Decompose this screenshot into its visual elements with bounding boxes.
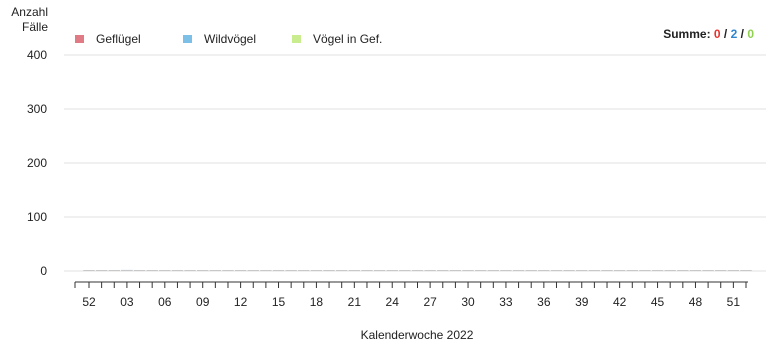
x-tick-label: 12 <box>234 295 248 309</box>
x-tick-label: 36 <box>537 295 551 309</box>
x-tick-label: 52 <box>82 295 96 309</box>
legend-item[interactable]: Wildvögel <box>183 32 256 46</box>
y-axis-title-line: Anzahl <box>11 5 48 19</box>
summary-total: Summe: 0 / 2 / 0 <box>663 27 754 41</box>
x-tick-label: 42 <box>613 295 627 309</box>
y-tick-label: 100 <box>27 210 47 224</box>
y-tick-label: 200 <box>27 156 47 170</box>
y-tick-labels: 0 100 200 300 400 <box>27 48 47 278</box>
x-tick-labels: 52 03 06 09 12 15 18 21 24 27 30 33 36 39 42 45 48 51 <box>82 295 740 309</box>
legend: Geflügel Wildvögel Vögel in Gef. <box>75 32 382 46</box>
summary-value: 0 <box>714 27 721 41</box>
y-tick-label: 400 <box>27 48 47 62</box>
x-tick-label: 21 <box>348 295 362 309</box>
legend-label: Wildvögel <box>204 32 256 46</box>
legend-item[interactable]: Geflügel <box>75 32 141 46</box>
summary-label: Summe: <box>663 27 714 41</box>
x-tick-label: 48 <box>689 295 703 309</box>
x-tick-label: 45 <box>651 295 665 309</box>
x-axis <box>74 281 748 288</box>
x-tick-label: 27 <box>423 295 437 309</box>
x-axis-title: Kalenderwoche 2022 <box>361 328 474 341</box>
x-tick-label: 51 <box>727 295 741 309</box>
legend-label: Geflügel <box>96 32 141 46</box>
x-tick-label: 30 <box>461 295 475 309</box>
legend-label: Vögel in Gef. <box>313 32 382 46</box>
summary-separator: / <box>721 27 731 41</box>
x-tick-label: 33 <box>499 295 513 309</box>
legend-swatch <box>75 35 84 43</box>
x-tick-label: 18 <box>310 295 324 309</box>
x-tick-label: 15 <box>272 295 286 309</box>
x-tick-label: 03 <box>120 295 134 309</box>
legend-item[interactable]: Vögel in Gef. <box>292 32 382 46</box>
x-tick-label: 09 <box>196 295 210 309</box>
x-tick-label: 24 <box>386 295 400 309</box>
bars <box>83 269 752 271</box>
summary-value: 0 <box>747 27 754 41</box>
gridlines <box>64 54 766 272</box>
summary-value: 2 <box>731 27 738 41</box>
y-tick-label: 0 <box>40 264 47 278</box>
legend-swatch <box>292 35 301 43</box>
summary-separator: / <box>737 27 747 41</box>
legend-swatch <box>183 35 192 43</box>
x-tick-label: 39 <box>575 295 589 309</box>
x-tick-label: 06 <box>158 295 172 309</box>
y-tick-label: 300 <box>27 102 47 116</box>
y-axis-title-line: Fälle <box>22 20 48 34</box>
